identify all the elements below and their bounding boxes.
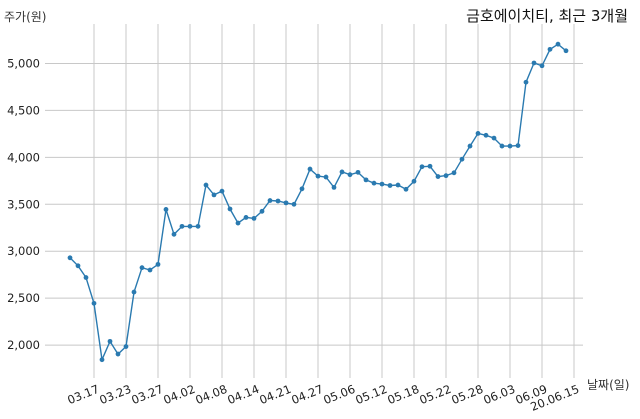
data-point (275, 198, 281, 204)
data-point (283, 200, 289, 206)
y-tick-label: 4,000 (7, 150, 40, 164)
data-point (371, 180, 377, 186)
data-point (155, 261, 161, 267)
data-point (387, 183, 393, 188)
data-point (115, 351, 121, 357)
data-point (563, 48, 569, 54)
x-tick-label: 05.22 (417, 382, 453, 407)
data-point (99, 357, 105, 363)
data-point (291, 201, 297, 207)
y-tick-label: 2,500 (7, 291, 40, 305)
data-point (227, 206, 233, 212)
data-point (323, 174, 329, 180)
data-point (435, 174, 441, 179)
chart-title: 금호에이치티, 최근 3개월 (466, 7, 628, 25)
y-tick-label: 4,500 (7, 103, 40, 117)
data-point (443, 173, 449, 179)
data-point (451, 170, 457, 176)
data-point (467, 143, 473, 149)
x-tick-label: 05.28 (449, 382, 485, 407)
data-point (531, 60, 537, 66)
data-point (507, 143, 513, 149)
x-tick-label: 04.14 (225, 382, 261, 407)
data-point (235, 220, 241, 226)
data-point (187, 223, 193, 229)
data-point (491, 135, 497, 141)
data-point (243, 215, 249, 220)
data-point (267, 198, 273, 203)
data-point (339, 169, 345, 175)
data-point (139, 265, 145, 271)
x-tick-label: 04.02 (161, 382, 197, 407)
data-point (523, 79, 529, 85)
data-point (483, 132, 489, 138)
data-point (427, 163, 433, 169)
y-tick-label: 3,500 (7, 197, 40, 211)
data-point (75, 263, 81, 269)
data-point (363, 177, 369, 183)
data-point (163, 207, 169, 212)
y-axis-label: 주가(원) (4, 10, 47, 24)
data-point (307, 166, 313, 172)
data-point (379, 181, 385, 187)
data-point (355, 169, 361, 175)
data-point (147, 267, 153, 273)
x-tick-label: 03.23 (97, 382, 133, 407)
data-point (171, 231, 177, 237)
data-point (219, 188, 225, 194)
x-tick-label: 03.17 (65, 382, 101, 407)
data-point (251, 215, 257, 221)
x-tick-label: 05.12 (353, 382, 389, 407)
data-point (131, 289, 137, 295)
x-tick-label: 04.27 (289, 382, 325, 407)
data-point (315, 173, 321, 179)
grid (45, 24, 583, 378)
data-point (475, 130, 481, 136)
data-point (67, 255, 73, 261)
data-point (203, 182, 209, 188)
data-point (179, 223, 185, 229)
x-tick-label: 04.08 (193, 382, 229, 407)
data-point (555, 41, 561, 47)
data-point (403, 186, 409, 192)
x-tick-label: 04.21 (257, 382, 293, 407)
data-point (259, 208, 265, 214)
data-point (515, 143, 521, 148)
data-point (547, 46, 553, 52)
data-point (331, 184, 337, 190)
y-ticks: 2,000 2,500 3,000 3,500 4,000 4,500 5,000 (7, 56, 40, 352)
data-point (83, 275, 89, 280)
data-point (395, 182, 401, 188)
x-tick-label: 05.18 (385, 382, 421, 407)
data-point (419, 164, 425, 170)
data-point (91, 300, 97, 306)
x-tick-label: 05.06 (321, 382, 357, 407)
data-point (411, 178, 417, 184)
data-point (195, 223, 201, 229)
x-tick-label: 06.03 (481, 382, 517, 407)
data-point (299, 186, 305, 192)
y-tick-label: 5,000 (7, 56, 40, 70)
y-tick-label: 3,000 (7, 244, 40, 258)
data-point (539, 63, 545, 69)
data-point (211, 192, 217, 198)
data-point (347, 172, 353, 178)
y-tick-label: 2,000 (7, 338, 40, 352)
x-ticks: 03.1703.2303.2704.0204.0804.1404.2104.27… (65, 382, 581, 414)
data-point (123, 344, 129, 349)
data-point (107, 338, 113, 344)
x-axis-label: 날짜(일) (587, 378, 630, 392)
data-point (499, 143, 505, 149)
data-point (459, 156, 465, 162)
x-tick-label: 03.27 (129, 382, 165, 407)
series-layer (67, 41, 569, 363)
